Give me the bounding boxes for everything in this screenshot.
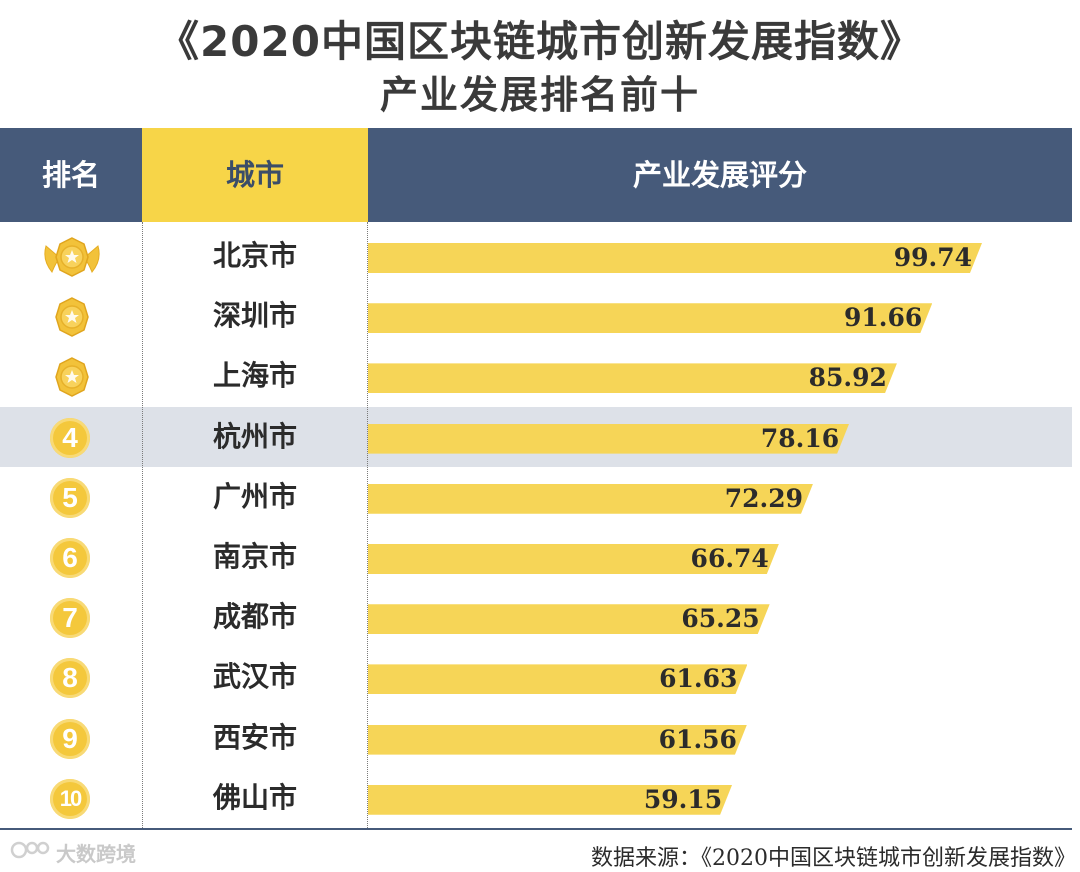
rank-badge: 9 [50, 718, 90, 759]
city-label: 佛山市 [212, 780, 297, 814]
score-bar [368, 785, 732, 815]
medal-icon [40, 232, 104, 282]
rank-badge: 10 [50, 778, 90, 819]
score-bar [368, 604, 770, 634]
score-value-label: 59.15 [643, 784, 723, 814]
watermark-logo-icon [10, 841, 50, 859]
rank-badge: 6 [50, 538, 90, 578]
table-row: 10 佛山市 59.15 [0, 768, 1072, 828]
score-value-label: 61.56 [658, 724, 737, 754]
city-label: 广州市 [212, 479, 297, 513]
medal-icon [40, 352, 104, 402]
city-label: 上海市 [212, 359, 297, 393]
table-row: 上海市 85.92 [0, 346, 1072, 406]
chart-title: 《2020中国区块链城市创新发展指数》 [157, 17, 923, 66]
score-bar [368, 363, 897, 393]
table-row: 5 广州市 72.29 [0, 467, 1072, 527]
column-divider-right [367, 222, 368, 830]
rank-badge: 7 [50, 598, 90, 639]
city-label: 西安市 [212, 720, 297, 754]
score-value-label: 61.63 [659, 664, 738, 694]
table-bottom-rule [0, 828, 1072, 830]
score-value-label: 91.66 [843, 303, 923, 333]
header-city: 城市 [142, 128, 368, 222]
table-row: 8 武汉市 61.63 [0, 647, 1072, 707]
city-label: 武汉市 [212, 660, 297, 694]
header-score: 产业发展评分 [632, 158, 807, 192]
table-row: 北京市 99.74 [0, 226, 1072, 286]
city-label: 北京市 [212, 239, 297, 272]
score-bar [368, 484, 813, 514]
header-rank: 排名 [41, 158, 100, 192]
score-value-label: 66.74 [690, 544, 769, 573]
table-row: 4 杭州市 78.16 [0, 406, 1072, 467]
score-bar [368, 664, 747, 694]
city-label: 杭州市 [212, 419, 297, 453]
chart-subtitle: 产业发展排名前十 [379, 73, 700, 117]
column-divider-left [142, 222, 143, 830]
city-label: 深圳市 [212, 299, 297, 333]
score-bar [368, 303, 932, 333]
score-value-label: 99.74 [893, 243, 972, 272]
medal-icon [40, 292, 104, 342]
score-bar [368, 725, 747, 755]
table-row: 7 成都市 65.25 [0, 587, 1072, 647]
city-label: 成都市 [212, 600, 297, 634]
rank-badge: 5 [50, 477, 90, 518]
score-bar [368, 424, 849, 454]
table-row: 9 西安市 61.56 [0, 708, 1072, 768]
watermark-text: 大数跨境 [56, 842, 136, 866]
score-bar [368, 243, 982, 273]
score-value-label: 72.29 [724, 483, 804, 513]
table-row: 6 南京市 66.74 [0, 527, 1072, 587]
rank-badge: 4 [50, 417, 90, 458]
table-row: 深圳市 91.66 [0, 286, 1072, 346]
rank-badge: 8 [50, 658, 90, 699]
score-value-label: 78.16 [760, 423, 840, 453]
data-source: 数据来源：《2020中国区块链城市创新发展指数》 [591, 846, 1076, 871]
score-bar [368, 544, 779, 574]
score-value-label: 85.92 [808, 363, 887, 393]
score-value-label: 65.25 [681, 604, 760, 634]
city-label: 南京市 [212, 540, 297, 573]
